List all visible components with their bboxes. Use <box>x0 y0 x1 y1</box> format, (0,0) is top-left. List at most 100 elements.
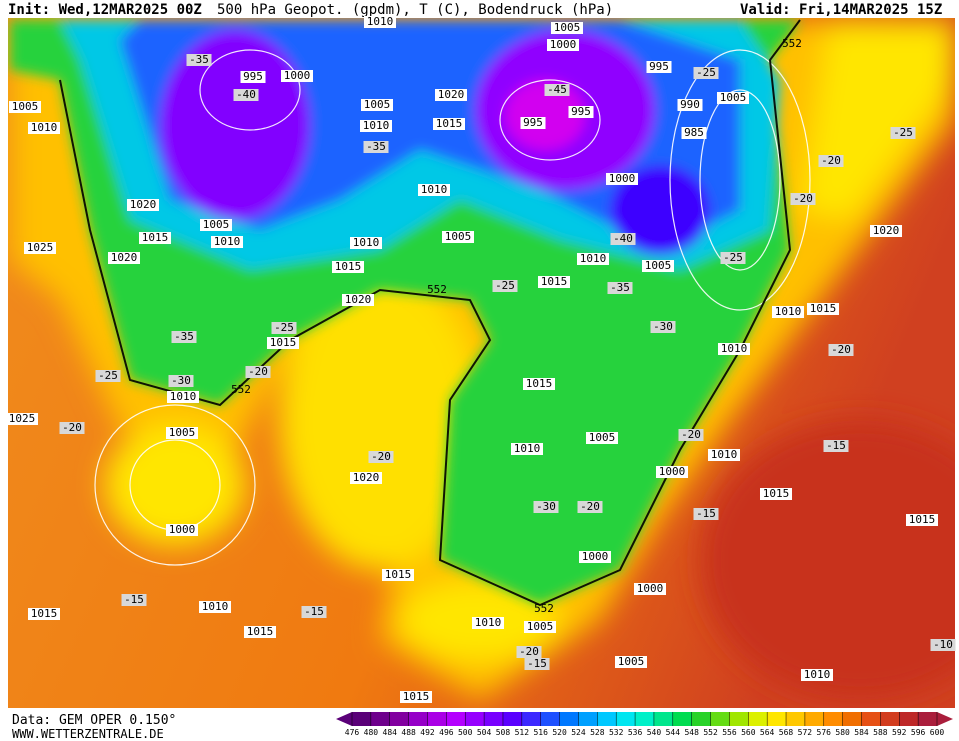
colorbar-tick-label: 560 <box>741 728 756 737</box>
isobar-label: 1010 <box>170 390 197 403</box>
colorbar-tick-label: 600 <box>930 728 945 737</box>
isobar-label-bg <box>166 524 198 536</box>
map-field <box>8 18 955 708</box>
colorbar-tick-label: 500 <box>458 728 473 737</box>
isobar-label: 1015 <box>385 568 412 581</box>
isobar-label-bg <box>547 39 579 51</box>
colorbar-cell <box>672 712 693 726</box>
temperature-label-bg <box>233 89 259 101</box>
colorbar-cell <box>710 712 730 726</box>
colorbar-cell <box>484 712 504 726</box>
colorbar-tick-label: 492 <box>420 728 435 737</box>
isobar-label-bg <box>281 70 313 82</box>
colorbar-cell <box>786 712 806 726</box>
isobar-label-bg <box>520 117 546 129</box>
isobar-label-bg <box>718 343 750 355</box>
temperature-label-bg <box>271 322 297 334</box>
colorbar-cell <box>880 712 900 726</box>
isobar-label: 1020 <box>130 198 157 211</box>
colorbar-cell <box>427 712 447 726</box>
isobar-label: 1015 <box>247 625 274 638</box>
colorbar-tick-label: 544 <box>666 728 681 737</box>
init-time: Init: Wed,12MAR2025 00Z <box>8 2 202 18</box>
isobar-label: 995 <box>571 105 591 118</box>
colorbar-tick-label: 516 <box>533 728 548 737</box>
colorbar-cell <box>408 712 428 726</box>
isobar-label: 1015 <box>142 231 169 244</box>
colorbar-cell <box>653 712 674 726</box>
temperature-label: -25 <box>274 321 294 334</box>
contour-label: 552 <box>782 37 802 50</box>
temperature-label-bg <box>171 331 197 343</box>
isobar-label: 1000 <box>169 523 196 536</box>
temperature-label-bg <box>607 282 633 294</box>
isobar-label: 1005 <box>589 431 616 444</box>
isobar-label-bg <box>127 199 159 211</box>
isobar-label-bg <box>166 427 198 439</box>
temperature-label: -20 <box>793 192 813 205</box>
isobar-label-bg <box>677 99 703 111</box>
isobar-label-bg <box>361 99 393 111</box>
temperature-label: -45 <box>547 83 567 96</box>
temperature-label-bg <box>59 422 85 434</box>
isobar-label-bg <box>472 617 504 629</box>
temperature-label: -25 <box>893 126 913 139</box>
temperature-label-bg <box>186 54 212 66</box>
temperature-label-bg <box>121 594 147 606</box>
contour-label: 552 <box>231 383 251 396</box>
colorbar-cell <box>540 712 561 726</box>
colorbar-cell <box>729 712 749 726</box>
colorbar-tick-label: 556 <box>722 728 737 737</box>
isobar-label: 1015 <box>335 260 362 273</box>
temperature-label: -20 <box>681 428 701 441</box>
colorbar-tick-label: 596 <box>911 728 926 737</box>
colorbar-tick-label: 580 <box>835 728 850 737</box>
temperature-label: -25 <box>723 251 743 264</box>
isobar-label-bg <box>772 306 804 318</box>
colorbar-cell <box>842 712 863 726</box>
isobar-label-bg <box>342 294 374 306</box>
isobar-label: 1005 <box>720 91 747 104</box>
colorbar-cell <box>389 712 410 726</box>
isobar-label: 1005 <box>364 98 391 111</box>
isobar-label: 1000 <box>659 465 686 478</box>
isobar-label-bg <box>28 608 60 620</box>
colorbar-cell <box>446 712 466 726</box>
isobar-label-bg <box>586 432 618 444</box>
temperature-label: -15 <box>826 439 846 452</box>
isobar-label: 1015 <box>909 513 936 526</box>
colorbar-tick-label: 484 <box>383 728 398 737</box>
temperature-label-bg <box>95 370 121 382</box>
valid-time: Valid: Fri,14MAR2025 15Z <box>740 2 942 18</box>
isobar-label: 1020 <box>345 293 372 306</box>
isobar-label-bg <box>200 219 232 231</box>
temperature-label-bg <box>524 658 550 670</box>
temperature-label: -15 <box>124 593 144 606</box>
isobar-label-bg <box>524 621 556 633</box>
colorbar-cell <box>521 712 542 726</box>
temperature-label: -15 <box>304 605 324 618</box>
isobar-label-bg <box>28 122 60 134</box>
isobar-label: 1010 <box>775 305 802 318</box>
isobar-label-bg <box>350 237 382 249</box>
isobar-label-bg <box>568 106 594 118</box>
colorbar-cell <box>465 712 485 726</box>
isobar-label: 1015 <box>436 117 463 130</box>
colorbar-tick-label: 584 <box>854 728 869 737</box>
isobar-label-bg <box>442 231 474 243</box>
temperature-label-bg <box>492 280 518 292</box>
isobar-label-bg <box>267 337 299 349</box>
temperature-label: -15 <box>696 507 716 520</box>
isobar-label: 1015 <box>526 377 553 390</box>
isobar-label: 1005 <box>618 655 645 668</box>
temperature-label-bg <box>245 366 271 378</box>
isobar-label-bg <box>760 488 792 500</box>
colorbar-cell <box>861 712 881 726</box>
isobar-label: 1020 <box>438 88 465 101</box>
isobar-label-bg <box>579 551 611 563</box>
colorbar-tick-label: 496 <box>439 728 454 737</box>
temperature-label-bg <box>790 193 816 205</box>
temperature-label: -35 <box>610 281 630 294</box>
temperature-label: -25 <box>696 66 716 79</box>
data-source: Data: GEM OPER 0.150° <box>12 713 176 728</box>
